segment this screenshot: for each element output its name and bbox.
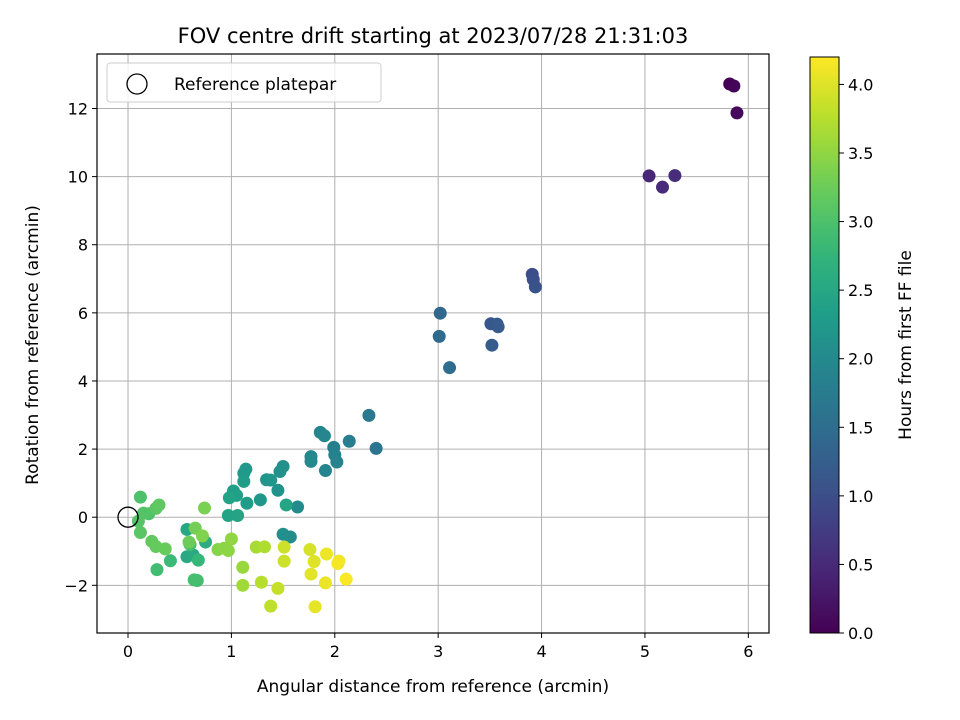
data-point — [222, 491, 236, 505]
data-point — [318, 464, 332, 478]
data-point — [339, 572, 353, 586]
legend-box — [106, 62, 382, 103]
colorbar-tick-label: 2.5 — [848, 281, 873, 300]
data-point — [273, 465, 287, 479]
colorbar-tick-label: 4.0 — [848, 75, 873, 94]
data-point — [231, 508, 245, 522]
data-point — [187, 573, 201, 587]
data-point — [342, 434, 356, 448]
data-point — [485, 338, 499, 352]
data-point — [727, 79, 741, 93]
axes-frame — [96, 53, 770, 634]
y-tick-label: 0 — [78, 508, 88, 527]
data-point — [307, 554, 321, 568]
data-point — [158, 542, 172, 556]
x-tick-label: 2 — [330, 642, 340, 661]
data-point — [317, 429, 331, 443]
data-point — [271, 581, 285, 595]
data-point — [271, 483, 285, 497]
data-point — [254, 575, 268, 589]
y-axis-label: Rotation from reference (arcmin) — [23, 205, 43, 485]
x-tick-label: 4 — [536, 642, 546, 661]
data-point — [163, 554, 177, 568]
y-tick-label: 4 — [78, 372, 88, 391]
reference-platepar-marker — [117, 506, 139, 528]
colorbar-tick-label: 1.0 — [848, 487, 873, 506]
legend-label: Reference platepar — [174, 75, 336, 95]
data-point — [133, 526, 147, 540]
data-point — [491, 320, 505, 334]
x-tick-label: 3 — [433, 642, 443, 661]
data-point — [432, 329, 446, 343]
data-point — [277, 554, 291, 568]
data-point — [253, 493, 267, 507]
data-point — [264, 473, 278, 487]
data-point — [152, 498, 166, 512]
data-point — [277, 540, 291, 554]
data-point — [369, 441, 383, 455]
data-point — [730, 106, 744, 120]
data-point — [331, 557, 345, 571]
data-point — [668, 169, 682, 183]
data-point — [198, 501, 212, 515]
y-tick-label: 6 — [78, 304, 88, 323]
y-tick-label: −2 — [64, 576, 88, 595]
x-tick-label: 6 — [743, 642, 753, 661]
colorbar-bar — [809, 56, 840, 634]
data-point — [150, 563, 164, 577]
data-point — [291, 500, 305, 514]
data-point — [236, 560, 250, 574]
colorbar-tick-label: 3.5 — [848, 144, 873, 163]
data-point — [237, 474, 251, 488]
data-point — [318, 576, 332, 590]
colorbar-tick-label: 0.0 — [848, 624, 873, 643]
data-point — [182, 535, 196, 549]
data-point — [195, 529, 209, 543]
colorbar-label: Hours from first FF file — [896, 250, 916, 440]
x-tick-label: 5 — [640, 642, 650, 661]
data-point — [276, 527, 290, 541]
data-point — [528, 280, 542, 294]
colorbar-tick-label: 0.5 — [848, 555, 873, 574]
data-point — [240, 496, 254, 510]
x-tick-label: 1 — [226, 642, 236, 661]
data-point — [330, 455, 344, 469]
x-axis-label: Angular distance from reference (arcmin) — [257, 677, 609, 697]
data-point — [303, 543, 317, 557]
data-point — [304, 567, 318, 581]
data-point — [308, 600, 322, 614]
data-point — [236, 578, 250, 592]
data-point — [133, 490, 147, 504]
data-point — [320, 547, 334, 561]
data-point — [224, 532, 238, 546]
legend: Reference platepar — [106, 62, 382, 103]
data-point — [264, 599, 278, 613]
data-point — [304, 454, 318, 468]
legend-reference-marker — [126, 73, 148, 95]
data-point — [443, 361, 457, 375]
data-point — [221, 544, 235, 558]
chart-title: FOV centre drift starting at 2023/07/28 … — [178, 24, 689, 48]
colorbar-tick-label: 3.0 — [848, 213, 873, 232]
data-point — [362, 408, 376, 422]
x-tick-label: 0 — [123, 642, 133, 661]
data-point — [642, 169, 656, 183]
colorbar-tick-label: 1.5 — [848, 418, 873, 437]
data-point — [191, 553, 205, 567]
y-tick-label: 12 — [68, 99, 88, 118]
y-tick-label: 10 — [68, 168, 88, 187]
data-point — [279, 498, 293, 512]
y-tick-label: 2 — [78, 440, 88, 459]
colorbar: 0.0 0.5 1.0 1.5 2.0 2.5 3.0 3.5 4.0 — [809, 56, 873, 643]
data-point — [221, 508, 235, 522]
data-point — [656, 180, 670, 194]
colorbar-tick-label: 2.0 — [848, 350, 873, 369]
data-point — [257, 540, 271, 554]
y-tick-label: 8 — [78, 236, 88, 255]
data-point — [433, 306, 447, 320]
